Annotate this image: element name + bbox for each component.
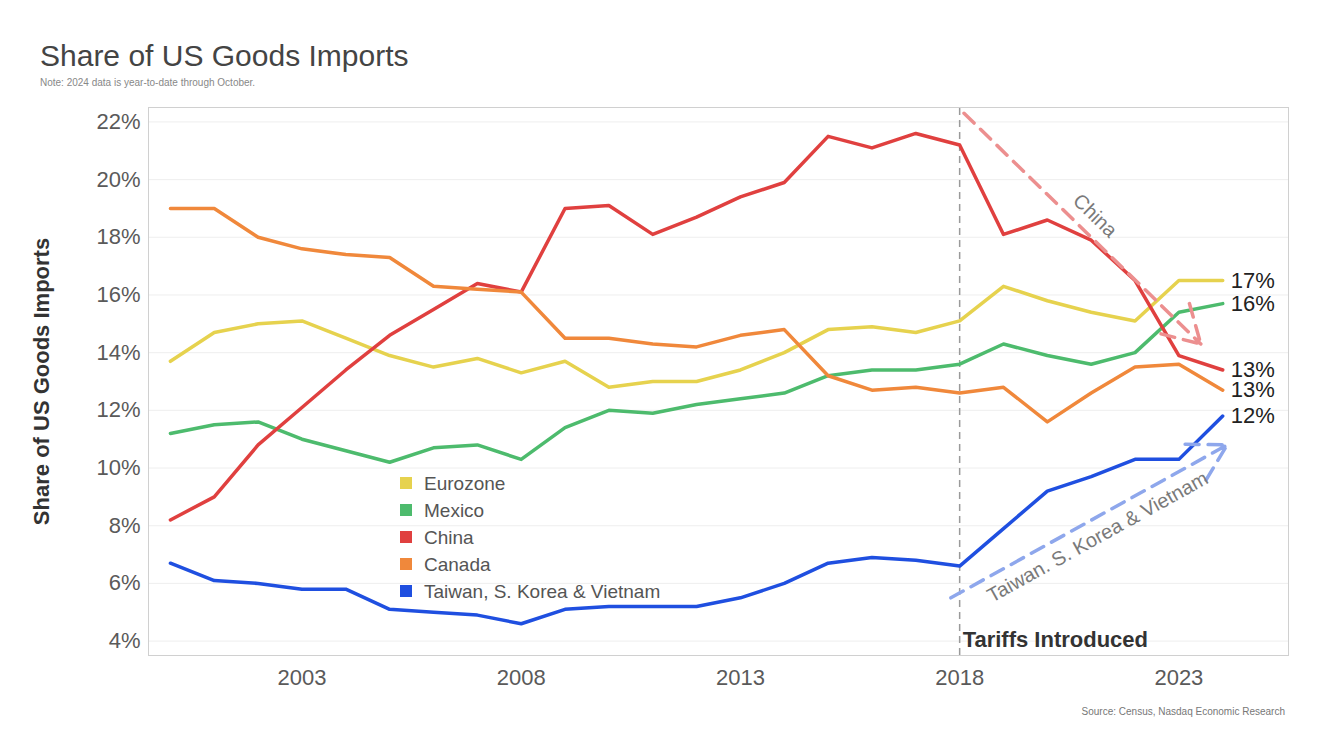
svg-text:22%: 22% (96, 109, 140, 134)
svg-text:12%: 12% (96, 397, 140, 422)
svg-text:Taiwan. S. Korea & Vietnam: Taiwan. S. Korea & Vietnam (983, 467, 1211, 607)
svg-text:14%: 14% (96, 340, 140, 365)
svg-text:13%: 13% (1230, 357, 1275, 382)
svg-text:Tariffs Introduced: Tariffs Introduced (963, 627, 1148, 652)
svg-text:6%: 6% (109, 570, 141, 595)
svg-text:12%: 12% (1231, 403, 1275, 428)
svg-text:20%: 20% (96, 167, 140, 192)
svg-text:4%: 4% (109, 628, 141, 653)
html-text:Canada: Canada (424, 554, 491, 575)
svg-text:16%: 16% (96, 282, 140, 307)
svg-text:10%: 10% (96, 455, 140, 480)
svg-text:2018: 2018 (935, 665, 984, 690)
html-text:Note: 2024 data is year-to-dat: Note: 2024 data is year-to-date through … (40, 77, 256, 88)
svg-text:17%: 17% (1231, 268, 1275, 293)
html-text:Taiwan, S. Korea & Vietnam: Taiwan, S. Korea & Vietnam (424, 581, 661, 602)
svg-text:18%: 18% (96, 224, 140, 249)
html-text:Share of US Goods Imports: Share of US Goods Imports (40, 39, 409, 72)
svg-text:China: China (1069, 189, 1122, 242)
svg-text:13%: 13% (1231, 377, 1275, 402)
svg-text:2023: 2023 (1154, 665, 1203, 690)
html-text:China: China (424, 527, 474, 548)
html-text:Eurozone: Eurozone (424, 473, 506, 494)
svg-text:2013: 2013 (716, 665, 765, 690)
svg-text:2003: 2003 (277, 665, 326, 690)
svg-text:2008: 2008 (497, 665, 546, 690)
svg-text:Share of US Goods Imports: Share of US Goods Imports (29, 238, 54, 525)
svg-text:8%: 8% (109, 513, 141, 538)
html-text:Source: Census, Nasdaq Economi: Source: Census, Nasdaq Economic Research (1081, 706, 1285, 717)
html-text:Mexico: Mexico (424, 500, 485, 521)
svg-text:16%: 16% (1231, 291, 1275, 316)
